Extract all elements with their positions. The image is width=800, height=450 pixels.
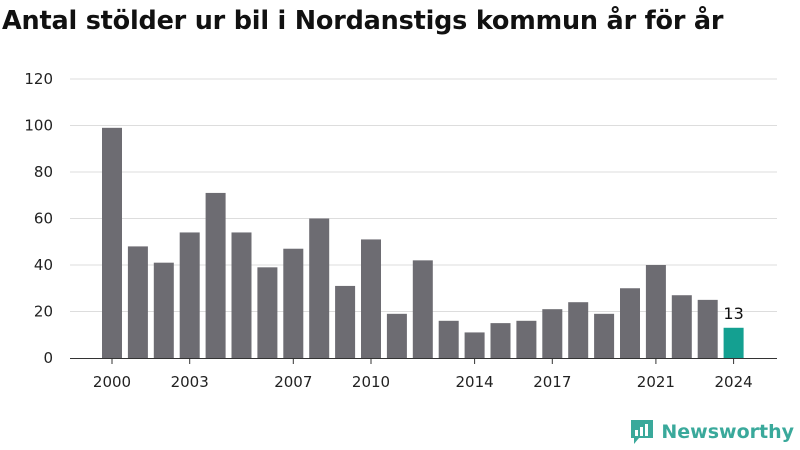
newsworthy-logo-icon [631, 420, 654, 444]
y-tick-label: 60 [34, 210, 53, 228]
bar-2020 [620, 288, 640, 358]
bar-2003 [179, 232, 200, 358]
bar-2023 [697, 299, 718, 358]
bar-2009 [335, 285, 356, 358]
bar-2021 [645, 265, 666, 358]
x-axis: 2000 2003 2007 2010 2014 2017 2021 2024 [93, 358, 753, 391]
bar-2012 [412, 260, 433, 358]
y-tick-label: 120 [24, 70, 53, 88]
bar-2001 [127, 246, 148, 358]
y-axis: 0 20 40 60 80 100 120 [24, 70, 53, 367]
bar-2017 [542, 309, 563, 358]
bar-2014 [464, 332, 485, 358]
bar-2004 [205, 192, 226, 358]
bar-2024 [723, 327, 744, 358]
bar-2011 [386, 313, 407, 358]
bar-2006 [257, 267, 278, 358]
x-tick-label: 2021 [637, 373, 675, 391]
bar-2015 [490, 323, 511, 358]
chart-title: Antal stölder ur bil i Nordanstigs kommu… [2, 6, 724, 36]
bar-2005 [231, 232, 252, 358]
y-tick-label: 20 [34, 303, 53, 321]
bar-2013 [438, 320, 459, 358]
x-tick-label: 2000 [93, 373, 131, 391]
bar-2008 [309, 218, 330, 358]
brand-name: Newsworthy [661, 421, 794, 443]
x-tick-label: 2014 [456, 373, 494, 391]
bar-2002 [153, 262, 174, 358]
x-tick-label: 2007 [274, 373, 312, 391]
y-tick-label: 80 [34, 163, 53, 181]
y-tick-label: 100 [24, 117, 53, 135]
x-tick-label: 2003 [171, 373, 209, 391]
bar-2022 [671, 295, 692, 358]
brand-logo: Newsworthy [629, 418, 794, 446]
bar-2010 [361, 239, 381, 358]
x-tick-label: 2024 [715, 373, 753, 391]
bar-2016 [516, 320, 537, 358]
x-tick-label: 2017 [533, 373, 571, 391]
bar-2019 [594, 313, 615, 358]
bars [102, 127, 744, 358]
x-tick-label: 2010 [352, 373, 390, 391]
y-tick-label: 40 [34, 256, 53, 274]
bar-2000 [102, 127, 122, 358]
bar-2007 [283, 248, 304, 358]
y-tick-label: 0 [43, 349, 53, 367]
data-label: 13 [723, 304, 743, 323]
bar-2018 [568, 302, 589, 358]
data-labels: 13 [723, 304, 743, 323]
